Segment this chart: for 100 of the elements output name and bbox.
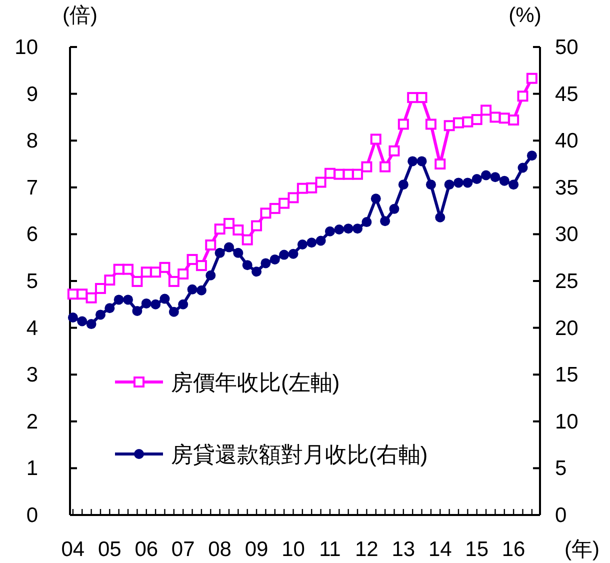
x-tick-label: 16 (502, 538, 526, 561)
point (178, 268, 189, 280)
point (526, 72, 538, 84)
point (480, 104, 492, 116)
y-tick-label: 9 (26, 82, 38, 106)
point (114, 294, 124, 305)
point (214, 248, 225, 258)
x-axis-title: (年) (564, 538, 600, 561)
y-tick-label: 2 (26, 410, 38, 434)
point (416, 92, 428, 104)
y2-tick-label: 0 (555, 504, 567, 527)
point (526, 150, 537, 161)
legend-label: 房貸還款額對月收比(右軸) (171, 442, 428, 467)
point (132, 276, 143, 287)
legend-label: 房價年收比(左軸) (171, 370, 340, 395)
point (168, 306, 179, 317)
point (196, 260, 207, 272)
point (279, 250, 290, 260)
point (499, 176, 510, 186)
point (260, 208, 272, 219)
point (380, 216, 390, 226)
point (77, 316, 88, 326)
y2-tick-label: 10 (555, 410, 578, 434)
x-tick-label: 12 (355, 538, 378, 561)
point (104, 303, 115, 314)
point (380, 161, 391, 172)
point (471, 114, 482, 126)
point (398, 180, 408, 190)
point (214, 224, 226, 235)
y-tick-label: 1 (26, 457, 38, 480)
point (490, 172, 500, 182)
point (352, 224, 363, 234)
point (187, 284, 198, 294)
point (370, 134, 382, 145)
y-tick-label: 10 (14, 36, 38, 59)
point (178, 299, 188, 310)
point (352, 168, 364, 180)
point (416, 156, 427, 166)
y2-tick-label: 15 (555, 364, 578, 387)
y2-tick-label: 20 (555, 316, 578, 340)
point (362, 217, 372, 228)
point (242, 234, 253, 246)
point (150, 299, 161, 310)
point (86, 292, 97, 304)
point (388, 145, 400, 156)
y-tick-label: 3 (26, 364, 38, 387)
y2-tick-label: 30 (555, 223, 578, 246)
point (206, 270, 216, 280)
x-tick-label: 11 (319, 538, 341, 561)
point (508, 114, 520, 126)
point (518, 162, 528, 173)
point (288, 248, 298, 259)
point (122, 264, 134, 275)
x-tick-label: 06 (134, 538, 158, 561)
point (260, 258, 271, 268)
point (324, 226, 335, 236)
point (224, 242, 234, 252)
point (462, 116, 474, 128)
point (389, 204, 400, 214)
point (104, 274, 116, 286)
point (141, 298, 152, 308)
point (233, 248, 244, 258)
point (462, 178, 473, 188)
point (252, 266, 262, 277)
point (196, 285, 206, 296)
x-tick-label: 09 (244, 538, 268, 561)
y-tick-label: 7 (26, 176, 38, 200)
y2-tick-label: 25 (555, 270, 578, 293)
y2-tick-label: 45 (555, 82, 578, 106)
y2-tick-label: 5 (555, 457, 567, 480)
y2-tick-label: 50 (555, 36, 578, 59)
point (160, 294, 170, 304)
point (242, 260, 252, 270)
point (288, 192, 299, 204)
point (453, 178, 464, 188)
x-tick-label: 05 (98, 538, 122, 561)
point (150, 266, 162, 278)
y-tick-label: 6 (26, 223, 38, 246)
point (425, 118, 436, 130)
point (123, 294, 134, 305)
point (316, 236, 326, 246)
point (269, 202, 280, 214)
point (251, 220, 262, 232)
point (444, 180, 454, 190)
point (168, 276, 180, 287)
point (270, 254, 280, 264)
point (306, 182, 318, 194)
point (223, 218, 234, 229)
point (370, 194, 381, 204)
point (278, 198, 290, 209)
point (490, 112, 501, 123)
y-axis-title: (倍) (62, 4, 98, 27)
point (481, 170, 492, 180)
point (132, 306, 142, 316)
y-tick-label: 0 (26, 504, 38, 527)
point (186, 254, 198, 265)
point (472, 174, 482, 184)
point (68, 312, 78, 323)
point (408, 156, 418, 166)
point (508, 180, 519, 190)
